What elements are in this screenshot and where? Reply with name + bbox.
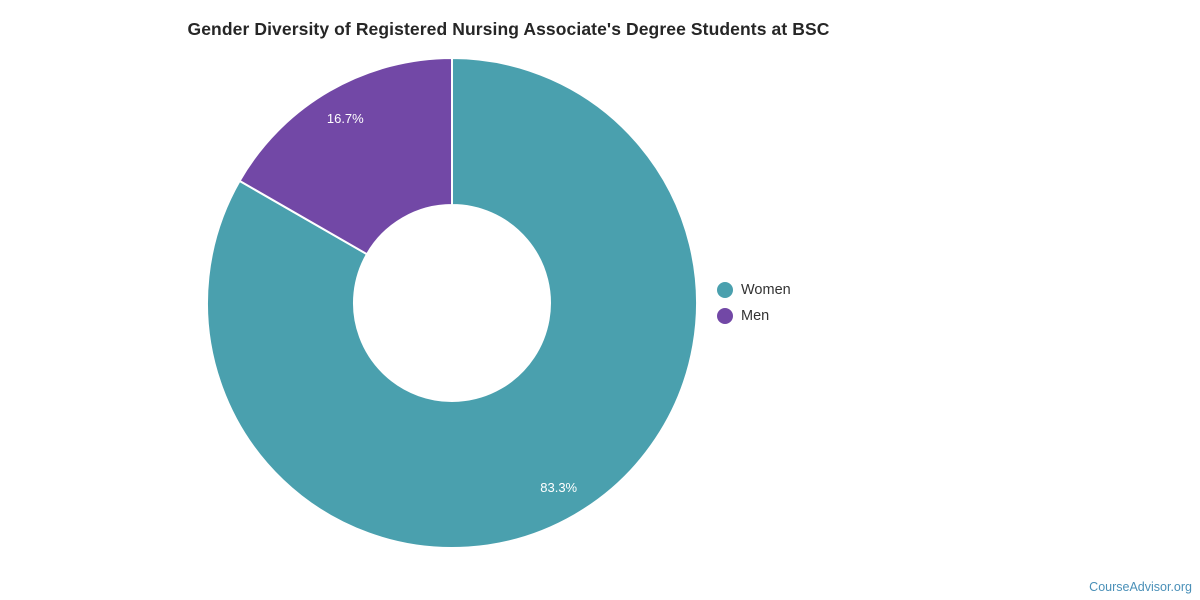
slice-men[interactable] <box>238 56 453 256</box>
slice-label-men: 16.7% <box>327 111 364 126</box>
slice-label-women: 83.3% <box>540 480 577 495</box>
legend-item-women[interactable]: Women <box>717 277 791 303</box>
legend-label: Women <box>741 281 791 298</box>
legend-swatch-women <box>717 282 733 298</box>
legend-label: Men <box>741 307 770 324</box>
brand-link[interactable]: CourseAdvisor.org <box>1089 580 1192 594</box>
legend: Women Men <box>717 277 791 329</box>
legend-swatch-men <box>717 308 733 324</box>
slice-women[interactable] <box>206 56 698 549</box>
chart-title: Gender Diversity of Registered Nursing A… <box>187 19 830 39</box>
legend-item-men[interactable]: Men <box>717 303 791 329</box>
